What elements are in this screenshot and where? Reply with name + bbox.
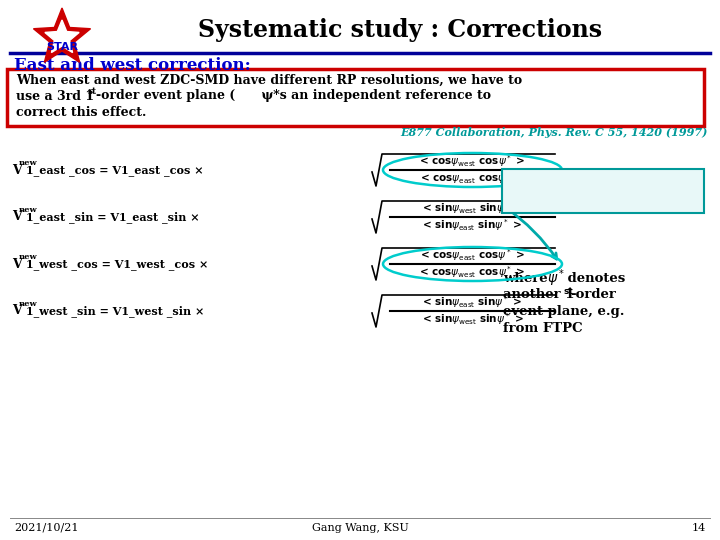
FancyBboxPatch shape xyxy=(7,69,704,126)
Polygon shape xyxy=(33,8,91,62)
Text: < cos$\psi_{\rm east}$ cos$\psi^*$ >: < cos$\psi_{\rm east}$ cos$\psi^*$ > xyxy=(420,171,525,186)
Text: 2021/10/21: 2021/10/21 xyxy=(14,523,78,533)
Text: event plane, e.g.: event plane, e.g. xyxy=(503,306,624,319)
Text: denotes: denotes xyxy=(563,272,625,285)
Text: another 1: another 1 xyxy=(503,288,575,301)
Text: < cos$\psi_{\rm west}$ cos$\psi^*$ >: < cos$\psi_{\rm west}$ cos$\psi^*$ > xyxy=(419,153,526,170)
Text: new: new xyxy=(19,206,37,214)
Text: -order: -order xyxy=(570,288,616,301)
Polygon shape xyxy=(45,20,79,52)
Text: < sin$\psi_{\rm west}$ sin$\psi^*$ >: < sin$\psi_{\rm west}$ sin$\psi^*$ > xyxy=(422,312,523,327)
Text: -order event plane (      ψ*s an independent reference to: -order event plane ( ψ*s an independent … xyxy=(96,90,491,103)
Text: from FTPC: from FTPC xyxy=(503,322,582,335)
FancyBboxPatch shape xyxy=(502,169,704,213)
Text: V: V xyxy=(12,211,22,224)
Text: where: where xyxy=(503,272,552,285)
Text: They are inverse: They are inverse xyxy=(539,178,667,192)
Text: Systematic study : Corrections: Systematic study : Corrections xyxy=(198,18,602,42)
Text: new: new xyxy=(19,300,37,308)
Text: E877 Collaboration, Phys. Rev. C 55, 1420 (1997): E877 Collaboration, Phys. Rev. C 55, 142… xyxy=(400,127,708,138)
Text: 1_west _sin = V1_west _sin ×: 1_west _sin = V1_west _sin × xyxy=(26,305,204,317)
Text: East and west correction:: East and west correction: xyxy=(14,57,251,75)
Text: $\psi^*$: $\psi^*$ xyxy=(547,267,565,289)
Text: V: V xyxy=(12,258,22,271)
Text: 14: 14 xyxy=(692,523,706,533)
Text: When east and west ZDC-SMD have different RP resolutions, we have to: When east and west ZDC-SMD have differen… xyxy=(16,73,522,86)
Text: Gang Wang, KSU: Gang Wang, KSU xyxy=(312,523,408,533)
Text: 1_east _sin = V1_east _sin ×: 1_east _sin = V1_east _sin × xyxy=(26,211,199,223)
Text: st: st xyxy=(563,287,572,295)
Text: new: new xyxy=(19,253,37,261)
Text: V: V xyxy=(12,164,22,177)
Text: of each other: of each other xyxy=(552,194,654,208)
Text: use a 3rd 1: use a 3rd 1 xyxy=(16,90,94,103)
Text: < sin$\psi_{\rm west}$ sin$\psi^*$ >: < sin$\psi_{\rm west}$ sin$\psi^*$ > xyxy=(422,200,523,217)
Text: < sin$\psi_{\rm east}$ sin$\psi^*$ >: < sin$\psi_{\rm east}$ sin$\psi^*$ > xyxy=(423,295,523,310)
Text: st: st xyxy=(88,87,97,97)
Text: V: V xyxy=(12,305,22,318)
Text: < cos$\psi_{\rm east}$ cos$\psi^*$ >: < cos$\psi_{\rm east}$ cos$\psi^*$ > xyxy=(420,248,525,264)
Text: 1_west _cos = V1_west _cos ×: 1_west _cos = V1_west _cos × xyxy=(26,259,208,269)
Text: < sin$\psi_{\rm east}$ sin$\psi^*$ >: < sin$\psi_{\rm east}$ sin$\psi^*$ > xyxy=(423,218,523,233)
Text: STAR: STAR xyxy=(46,42,78,52)
Text: correct this effect.: correct this effect. xyxy=(16,105,146,118)
Text: < cos$\psi_{\rm west}$ cos$\psi^*$ >: < cos$\psi_{\rm west}$ cos$\psi^*$ > xyxy=(419,265,526,280)
Text: new: new xyxy=(19,159,37,167)
Text: 1_east _cos = V1_east _cos ×: 1_east _cos = V1_east _cos × xyxy=(26,165,204,176)
